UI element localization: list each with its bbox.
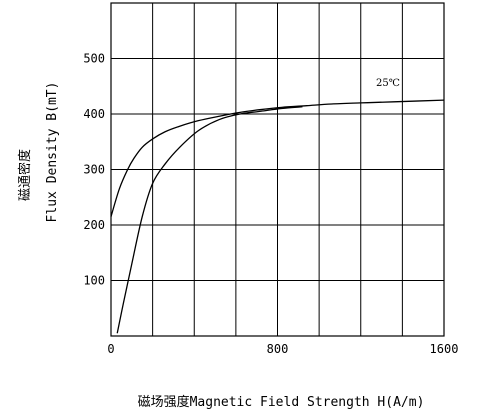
y-tick-label: 400: [83, 107, 105, 121]
series-line-1: [110, 99, 445, 217]
tick-labels: 100 200 300 400 500 0 800 1600: [83, 52, 458, 357]
x-axis-label: 磁场强度Magnetic Field Strength H(A/m): [138, 394, 425, 410]
y-tick-label: 200: [83, 218, 105, 232]
y-tick-label: 500: [83, 52, 105, 66]
series-layer: [110, 99, 445, 334]
y-axis-label-en: Flux Density B(mT): [45, 82, 60, 223]
series-line-2: [116, 106, 303, 334]
y-tick-label: 100: [83, 274, 105, 288]
y-tick-label: 300: [83, 163, 105, 177]
annotation-temperature: 25℃: [376, 78, 400, 89]
x-tick-label: 0: [107, 342, 114, 356]
grid: [111, 3, 444, 336]
x-tick-label: 1600: [430, 342, 459, 356]
plot-frame: [110, 2, 445, 337]
y-axis-label-cn: 磁通密度: [17, 149, 33, 201]
x-tick-label: 800: [267, 342, 289, 356]
